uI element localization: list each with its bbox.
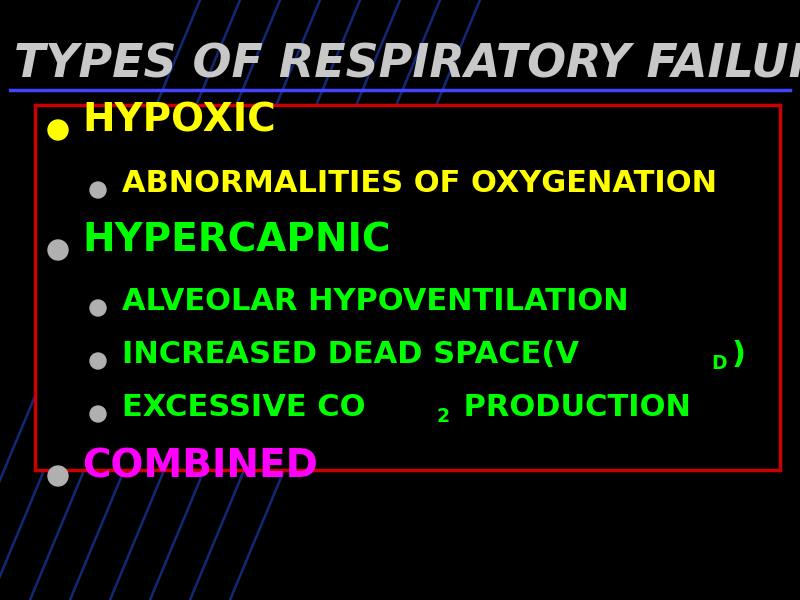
Circle shape [48, 466, 68, 486]
Text: INCREASED DEAD SPACE(V: INCREASED DEAD SPACE(V [122, 340, 579, 369]
Text: HYPOXIC: HYPOXIC [82, 102, 276, 140]
Text: EXCESSIVE CO: EXCESSIVE CO [122, 393, 366, 422]
Text: COMBINED: COMBINED [82, 448, 318, 486]
Text: TYPES OF RESPIRATORY FAILURE: TYPES OF RESPIRATORY FAILURE [14, 43, 800, 88]
Circle shape [90, 182, 106, 198]
Text: HYPERCAPNIC: HYPERCAPNIC [82, 222, 390, 260]
Text: ALVEOLAR HYPOVENTILATION: ALVEOLAR HYPOVENTILATION [122, 287, 629, 316]
Text: ): ) [732, 340, 746, 369]
Circle shape [48, 240, 68, 260]
Circle shape [90, 300, 106, 316]
Text: ABNORMALITIES OF OXYGENATION: ABNORMALITIES OF OXYGENATION [122, 169, 717, 198]
Text: D: D [712, 354, 727, 373]
Text: PRODUCTION: PRODUCTION [453, 393, 691, 422]
FancyBboxPatch shape [35, 105, 780, 470]
Text: 2: 2 [436, 407, 450, 426]
Circle shape [90, 406, 106, 422]
Circle shape [90, 353, 106, 369]
Circle shape [48, 120, 68, 140]
